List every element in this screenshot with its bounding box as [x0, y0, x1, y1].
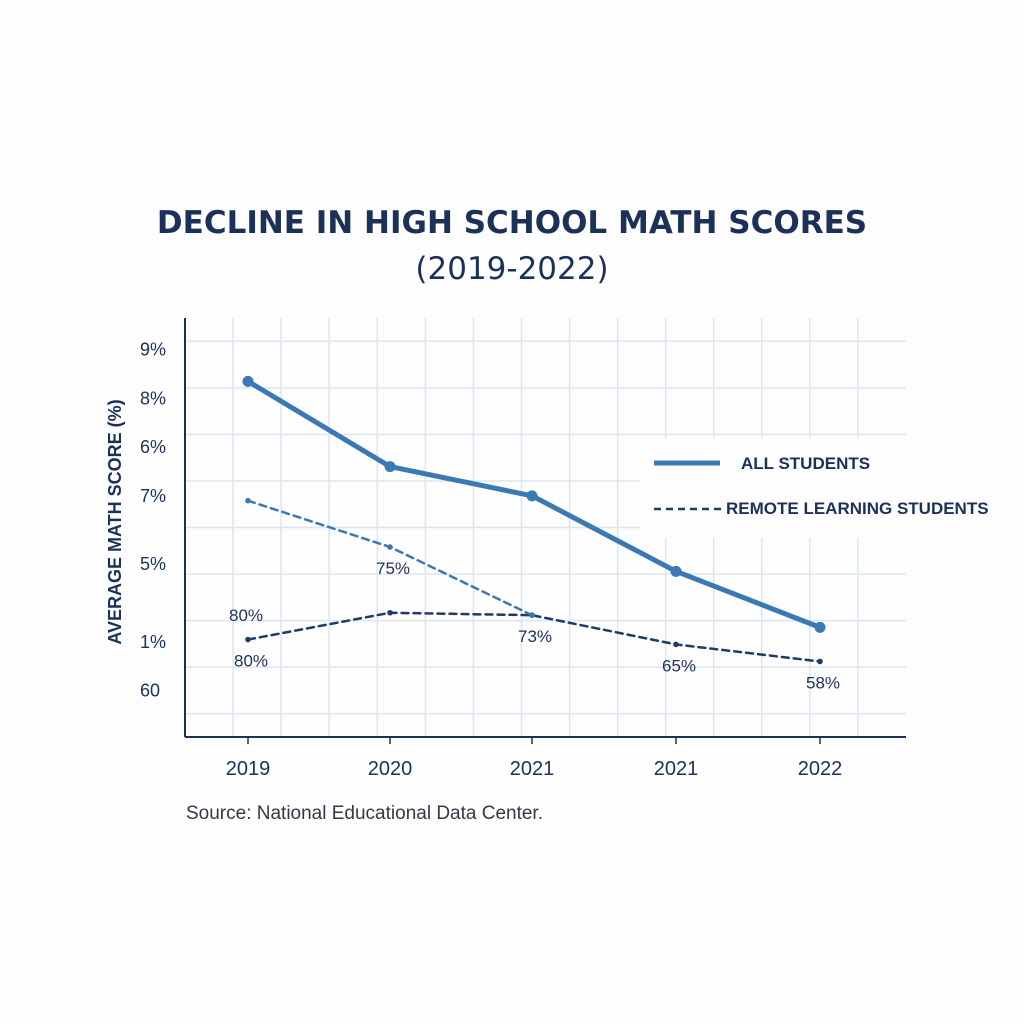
- x-tick-labels: 2019 2020 2021 2021 2022: [226, 758, 843, 780]
- y-tick-label: 8%: [140, 388, 166, 408]
- data-label: 80%: [234, 652, 268, 671]
- annotation-label: 80%: [229, 606, 263, 625]
- x-tick-label: 2019: [226, 758, 271, 780]
- y-tick-label: 9%: [140, 340, 166, 360]
- legend-label-remote-learning: REMOTE LEARNING STUDENTS: [726, 499, 989, 518]
- series-lines: [242, 375, 826, 665]
- data-label: 73%: [518, 627, 552, 646]
- chart-title-text: DECLINE IN HIGH SCHOOL MATH SCORES: [156, 205, 868, 241]
- x-tick-label: 2020: [368, 758, 413, 780]
- data-point: [387, 544, 393, 550]
- data-label: 58%: [806, 673, 840, 692]
- data-point: [817, 658, 823, 665]
- x-tick-label: 2021: [510, 758, 555, 780]
- series-line-2: [246, 611, 822, 663]
- legend-background: [640, 438, 906, 538]
- data-point: [526, 490, 538, 502]
- data-point: [242, 375, 254, 387]
- y-tick-label: 7%: [140, 486, 166, 506]
- data-point: [529, 612, 535, 618]
- x-tick-label: 2022: [798, 758, 843, 780]
- axes: [184, 318, 906, 744]
- y-tick-label: 60: [140, 681, 160, 701]
- y-axis-label: AVERAGE MATH SCORE (%): [105, 399, 125, 644]
- data-labels: 80% 73% 65% 58% 75% 80%: [229, 559, 840, 692]
- legend: ALL STUDENTS REMOTE LEARNING STUDENTS: [640, 438, 989, 538]
- data-point: [670, 565, 682, 577]
- data-point: [814, 621, 826, 633]
- y-tick-label: 1%: [140, 632, 166, 652]
- y-tick-label: 6%: [140, 437, 166, 457]
- series-line-3: [246, 499, 534, 617]
- x-tick-label: 2021: [654, 758, 699, 780]
- y-tick-labels: 9% 8% 6% 7% 5% 1% 60: [140, 340, 166, 701]
- data-point: [245, 497, 251, 504]
- chart-subtitle: (2019-2022): [415, 251, 609, 287]
- data-label: 65%: [662, 656, 696, 675]
- chart-title: DECLINE IN HIGH SCHOOL MATH SCORES (2019…: [0, 200, 1024, 292]
- data-point: [673, 641, 679, 648]
- legend-label-all-students: ALL STUDENTS: [741, 454, 870, 473]
- y-tick-label: 5%: [140, 554, 166, 574]
- data-point: [384, 461, 396, 473]
- data-label: 75%: [376, 559, 410, 578]
- data-point: [245, 636, 251, 643]
- data-point: [387, 609, 393, 616]
- source-note: Source: National Educational Data Center…: [186, 803, 543, 824]
